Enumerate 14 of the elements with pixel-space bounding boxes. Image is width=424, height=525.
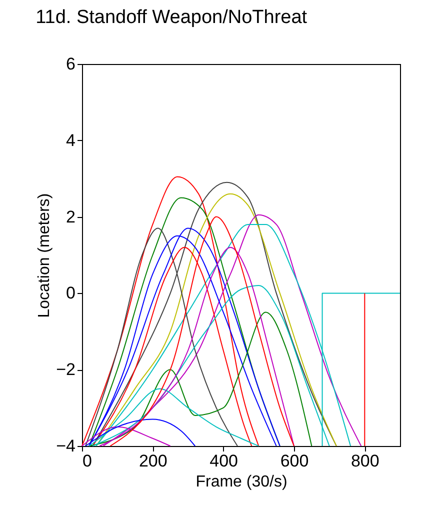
y-tick-label: −4 bbox=[56, 436, 76, 456]
x-tick-label: 400 bbox=[210, 452, 238, 470]
x-tick-label: 200 bbox=[138, 452, 168, 470]
y-tick-label: −2 bbox=[56, 360, 76, 380]
y-tick-label: 2 bbox=[66, 207, 76, 226]
x-tick-label: 800 bbox=[350, 452, 380, 470]
y-tick-label: 6 bbox=[66, 54, 76, 74]
y-tick-label: 4 bbox=[66, 130, 76, 150]
chart-title: 11d. Standoff Weapon/NoThreat bbox=[36, 7, 308, 28]
y-axis-title: Location (meters) bbox=[36, 193, 54, 318]
x-axis-title: Frame (30/s) bbox=[196, 474, 288, 490]
x-tick-label: 0 bbox=[82, 452, 92, 470]
x-tick-label: 600 bbox=[280, 452, 309, 470]
y-tick-label: 0 bbox=[66, 284, 76, 303]
